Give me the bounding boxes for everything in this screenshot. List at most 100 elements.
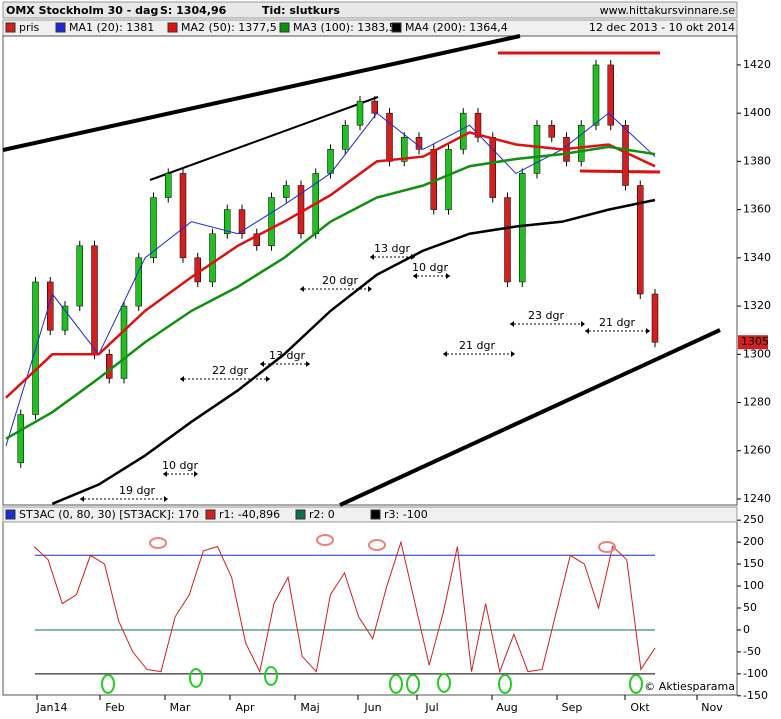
candle	[61, 305, 69, 331]
candle	[592, 64, 600, 126]
ma-line	[5, 145, 656, 440]
legend-label: ST3AC (0, 80, 30) [ST3ACK]: 170	[19, 508, 199, 521]
y-tick-label: 250	[743, 513, 764, 526]
arrow-head	[413, 273, 450, 279]
y-tick-label: -100	[743, 667, 768, 680]
ma-line	[51, 198, 656, 505]
annotation: 21 dgr	[599, 316, 635, 329]
osc-legend-bar	[2, 506, 738, 523]
signal-marker	[316, 534, 334, 546]
y-tick-label: 1360	[743, 203, 771, 216]
legend-label: r3: -100	[384, 508, 428, 521]
signal-marker	[389, 674, 403, 694]
candle	[489, 137, 496, 198]
candle	[268, 197, 275, 247]
y-tick-label: 1420	[743, 58, 771, 71]
period: 12 dec 2013 - 10 okt 2014	[589, 21, 735, 34]
candle	[607, 64, 614, 126]
y-tick-label: 1240	[743, 492, 771, 505]
annotation: 23 dgr	[528, 309, 564, 322]
y-tick-label: 1320	[743, 299, 771, 312]
header-bar	[2, 1, 738, 19]
signal-marker	[498, 674, 512, 694]
legend-label: MA3 (100): 1383,5	[293, 21, 396, 34]
candle	[474, 112, 482, 138]
x-tick-label: Nov	[701, 701, 723, 714]
annotation: 13 dgr	[374, 242, 410, 255]
x-tick-label: Feb	[105, 701, 124, 714]
legend-swatch	[279, 22, 290, 33]
y-tick-label: 50	[743, 601, 757, 614]
candle	[356, 100, 364, 126]
legend-swatch	[55, 22, 66, 33]
annotation: 10 dgr	[162, 459, 198, 472]
candle	[91, 245, 98, 355]
legend-swatch	[5, 22, 16, 33]
trend-line	[339, 328, 721, 507]
ma-line	[5, 131, 656, 399]
x-tick-label: Apr	[235, 701, 255, 714]
price: S: 1304,96	[160, 4, 227, 17]
x-tick-label: Jan14	[36, 701, 68, 714]
y-tick-label: 0	[743, 623, 750, 636]
candle	[548, 124, 555, 138]
signal-marker	[368, 539, 386, 551]
candle	[253, 233, 260, 247]
candle	[150, 197, 157, 259]
candle	[371, 100, 378, 114]
candle	[578, 124, 585, 162]
annotation: 20 dgr	[322, 274, 358, 287]
candle	[224, 209, 231, 234]
candle	[179, 173, 187, 259]
annotation: 19 dgr	[119, 484, 155, 497]
candle	[47, 281, 54, 331]
legend-label: MA4 (200): 1364,4	[405, 21, 508, 34]
candle	[519, 173, 526, 283]
arrow-head	[163, 471, 198, 477]
signal-marker	[101, 674, 115, 694]
legend-swatch	[295, 509, 306, 520]
signal-marker	[437, 673, 451, 693]
annotation: 21 dgr	[459, 339, 495, 352]
time: Tid: slutkurs	[262, 4, 340, 17]
candle	[533, 124, 541, 174]
candle	[194, 257, 201, 283]
x-tick-label: Jul	[424, 701, 438, 714]
candle	[283, 185, 290, 198]
x-tick-label: Sep	[562, 701, 583, 714]
candle	[504, 197, 511, 283]
y-tick-label: 1300	[743, 347, 771, 360]
signal-marker	[629, 674, 643, 694]
legend-label: MA1 (20): 1381	[69, 21, 154, 34]
ma-line	[5, 112, 656, 447]
current-box	[738, 335, 768, 350]
x-tick-label: Maj	[300, 701, 319, 714]
annotation: 22 dgr	[212, 364, 248, 377]
support-line	[579, 169, 661, 174]
y-tick-label: 1280	[743, 396, 771, 409]
trend-line	[149, 96, 379, 181]
legend-swatch	[205, 509, 216, 520]
x-tick-label: Mar	[170, 701, 191, 714]
candle	[327, 149, 334, 174]
legend-label: MA2 (50): 1377,5	[181, 21, 277, 34]
candle	[106, 354, 113, 379]
candle	[238, 209, 246, 234]
y-tick-label: 200	[743, 535, 764, 548]
candle	[17, 414, 24, 464]
legend-swatch	[370, 509, 381, 520]
signal-marker	[149, 537, 167, 549]
y-tick-label: 150	[743, 557, 764, 570]
x-tick-label: Jun	[363, 701, 381, 714]
candle	[386, 112, 393, 162]
y-tick-label: 1380	[743, 154, 771, 167]
oscillator-line	[33, 540, 656, 674]
signal-marker	[264, 666, 278, 686]
candle	[445, 149, 452, 210]
signal-marker	[406, 674, 420, 694]
legend-label: pris	[19, 21, 40, 34]
legend-label: r1: -40,896	[219, 508, 280, 521]
copyright: © Aktiesparama	[644, 680, 735, 693]
